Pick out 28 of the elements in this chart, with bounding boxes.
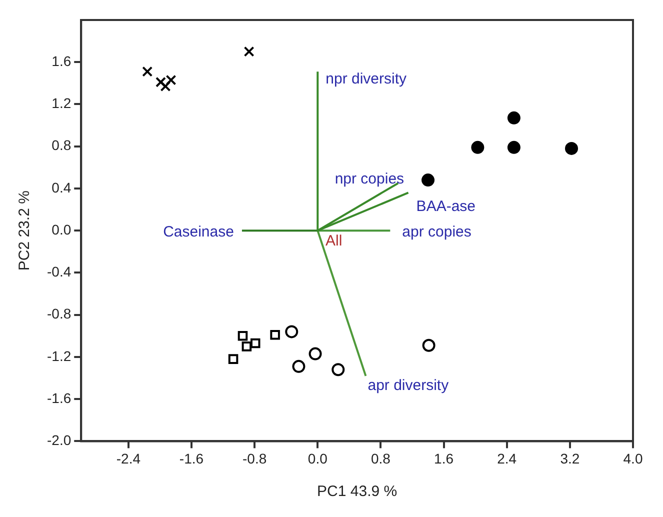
y-tick-label: -2.0 bbox=[47, 432, 72, 448]
x-tick-label: 1.6 bbox=[434, 450, 454, 466]
series-label: apr copies bbox=[402, 224, 472, 241]
series-label: npr copies bbox=[334, 170, 404, 188]
y-tick-label: 0.4 bbox=[52, 179, 72, 196]
x-tick-label: 4.0 bbox=[623, 450, 643, 466]
y-axis-title: PC2 23.2 % bbox=[16, 190, 34, 271]
y-tick-label: 1.2 bbox=[52, 95, 72, 112]
y-tick-label: 0.8 bbox=[52, 137, 72, 154]
series-label: npr diversity bbox=[326, 70, 407, 88]
x-tick-label: 0.0 bbox=[308, 450, 328, 466]
series-label: BAA-ase bbox=[416, 198, 476, 215]
x-tick-label: -1.6 bbox=[179, 450, 204, 466]
y-tick-label: -1.6 bbox=[47, 390, 72, 406]
y-tick-label: 0.0 bbox=[52, 221, 72, 238]
y-tick-label: -1.2 bbox=[47, 348, 72, 364]
series-label: Caseinase bbox=[163, 224, 234, 241]
x-tick-label: 0.8 bbox=[370, 450, 391, 466]
x-axis-title: PC1 43.9 % bbox=[317, 483, 398, 500]
series-label: apr diversity bbox=[368, 377, 450, 394]
annotation: All bbox=[326, 232, 342, 250]
x-tick-label: -2.4 bbox=[116, 450, 141, 466]
y-tick-label: 1.6 bbox=[52, 52, 72, 69]
x-tick-label: 2.4 bbox=[497, 450, 517, 466]
x-tick-label: 3.2 bbox=[560, 450, 580, 466]
y-tick-label: -0.4 bbox=[47, 264, 72, 280]
x-tick-label: -0.8 bbox=[242, 450, 267, 466]
y-tick-label: -0.8 bbox=[47, 306, 72, 322]
